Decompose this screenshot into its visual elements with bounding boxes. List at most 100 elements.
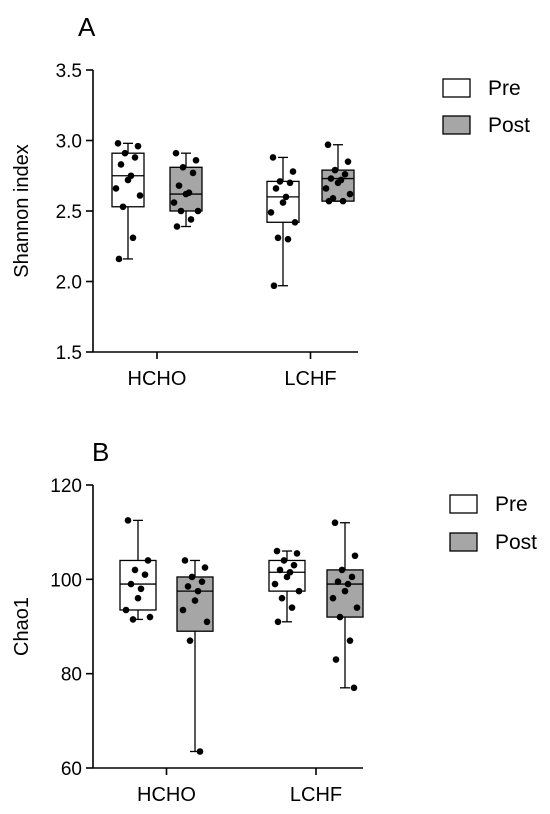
data-point: [134, 594, 142, 602]
data-point: [334, 578, 342, 585]
data-point: [348, 573, 356, 581]
data-point: [182, 190, 190, 198]
legend-swatch-post: [449, 532, 478, 552]
data-point: [338, 566, 346, 574]
data-point: [274, 234, 282, 242]
data-point: [276, 566, 284, 574]
data-point: [175, 182, 183, 189]
data-point: [194, 587, 202, 595]
data-point: [324, 141, 332, 149]
data-point: [271, 580, 279, 588]
data-point: [267, 209, 275, 216]
data-point: [332, 656, 340, 663]
data-point: [179, 606, 187, 614]
data-point: [179, 163, 187, 171]
data-point: [198, 578, 206, 585]
panel-a: A 1.5 2.0 2.5 3.0 3.5 HCHO LCHF Shannon index Pre…: [11, 12, 530, 390]
data-point: [122, 606, 130, 614]
data-point: [279, 199, 287, 206]
data-point: [325, 197, 333, 205]
data-point: [351, 552, 359, 560]
data-point: [181, 557, 189, 564]
data-point: [346, 190, 354, 198]
y-tick-label: 80: [61, 665, 82, 686]
data-point: [331, 519, 339, 527]
data-point: [172, 149, 180, 157]
data-point: [270, 282, 278, 290]
data-point: [284, 235, 292, 243]
data-point: [192, 156, 200, 164]
data-point: [173, 223, 181, 230]
y-tick-label: 1.5: [56, 343, 82, 364]
data-point: [131, 154, 139, 161]
data-point: [141, 571, 149, 578]
data-point: [278, 594, 286, 602]
data-point: [286, 179, 294, 187]
data-point: [346, 637, 354, 644]
shannon-chart: A 1.5 2.0 2.5 3.0 3.5 HCHO LCHF Shannon index Pre…: [11, 12, 530, 390]
y-axis-label: Chao1: [11, 597, 33, 656]
chao1-chart: B 60 80 100 120 HCHO LCHF Chao1 Pre Post: [11, 437, 537, 806]
data-point: [187, 216, 195, 223]
data-point: [189, 169, 197, 177]
panel-letter: A: [78, 12, 96, 42]
data-point: [137, 585, 145, 593]
data-point: [188, 573, 196, 581]
data-point: [350, 684, 358, 692]
data-point: [280, 557, 288, 564]
data-point: [112, 185, 120, 192]
data-point: [201, 564, 209, 571]
panel-b: B 60 80 100 120 HCHO LCHF Chao1 Pre Post: [0, 407, 550, 814]
data-point: [117, 161, 125, 168]
data-point: [191, 597, 199, 604]
data-point: [129, 616, 137, 623]
data-point: [121, 149, 129, 157]
legend-swatch-pre: [442, 78, 471, 98]
data-point: [146, 613, 154, 621]
y-tick-label: 100: [50, 570, 82, 591]
y-tick-label: 2.5: [56, 202, 82, 223]
data-point: [115, 255, 123, 263]
data-point: [274, 618, 282, 626]
data-point: [291, 218, 299, 226]
data-point: [329, 594, 337, 602]
data-point: [203, 618, 211, 626]
x-category-label: LCHF: [284, 368, 336, 390]
data-point: [136, 192, 144, 199]
data-point: [273, 547, 281, 555]
data-point: [177, 207, 185, 215]
data-point: [272, 185, 280, 192]
data-point: [124, 176, 132, 184]
y-tick-label: 120: [50, 476, 82, 497]
data-point: [129, 234, 137, 242]
data-point: [286, 568, 294, 576]
data-point: [131, 566, 139, 574]
data-point: [186, 637, 194, 644]
panel-letter: B: [92, 437, 109, 467]
x-category-label: HCHO: [128, 368, 187, 390]
data-point: [344, 580, 352, 588]
y-tick-label: 3.0: [56, 132, 82, 153]
legend-label-pre: Pre: [495, 493, 528, 516]
y-tick-label: 2.0: [56, 273, 82, 294]
data-point: [288, 604, 296, 611]
legend-label-post: Post: [488, 114, 530, 137]
data-point: [290, 561, 298, 569]
x-category-label: HCHO: [137, 784, 196, 806]
data-point: [124, 517, 132, 524]
data-point: [341, 587, 349, 595]
data-point: [341, 171, 349, 178]
data-point: [194, 207, 202, 215]
data-point: [276, 178, 284, 185]
box-iqr: [119, 559, 157, 611]
data-point: [134, 142, 142, 150]
data-point: [344, 158, 352, 165]
data-point: [353, 604, 361, 611]
data-point: [196, 748, 204, 755]
data-point: [170, 199, 178, 206]
data-point: [336, 613, 344, 621]
y-tick-label: 3.5: [56, 61, 82, 82]
y-tick-label: 60: [61, 759, 82, 780]
y-axis-label: Shannon index: [11, 144, 33, 277]
data-point: [331, 166, 339, 174]
